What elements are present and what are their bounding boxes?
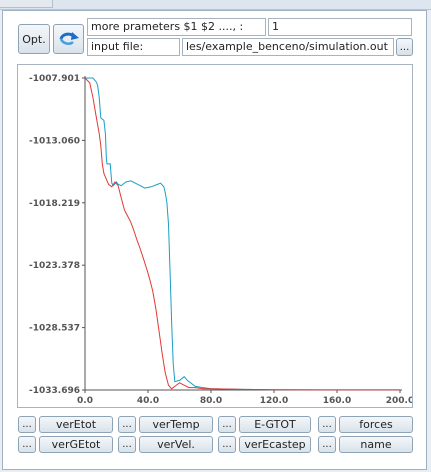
more-options-button[interactable]: ...: [118, 416, 136, 433]
y-tick-label: -1018.219: [29, 199, 80, 209]
name-button[interactable]: name: [339, 436, 413, 453]
forces-button[interactable]: forces: [339, 416, 413, 433]
series-line-1: [85, 77, 400, 391]
more-options-button[interactable]: ...: [218, 416, 236, 433]
input-file-label: input file:: [87, 38, 180, 56]
more-options-button[interactable]: ...: [318, 436, 336, 453]
refresh-button[interactable]: [53, 24, 84, 54]
vergetot-button[interactable]: verGEtot: [39, 436, 113, 453]
series-line-2: [84, 77, 400, 391]
y-tick-label: -1028.537: [29, 324, 80, 334]
x-tick-label: 160.0: [323, 396, 351, 406]
more-options-button[interactable]: ...: [18, 436, 36, 453]
energy-chart: -1007.901 -1013.060 -1018.219 -1023.378 -102…: [17, 64, 414, 408]
more-options-button[interactable]: ...: [218, 436, 236, 453]
more-options-button[interactable]: ...: [318, 416, 336, 433]
vervel--button[interactable]: verVel.: [139, 436, 213, 453]
refresh-arrow-icon: [59, 32, 79, 45]
more-options-button[interactable]: ...: [118, 436, 136, 453]
e-gtot-button[interactable]: E-GTOT: [239, 416, 311, 433]
input-file-path[interactable]: les/example_benceno/simulation.out: [182, 38, 394, 56]
y-tick-label: -1013.060: [29, 136, 80, 146]
browse-file-button[interactable]: ...: [396, 38, 413, 56]
window-tab: [0, 0, 53, 8]
y-tick-label: -1023.378: [29, 261, 80, 271]
chart-svg: -1007.901 -1013.060 -1018.219 -1023.378 -102…: [29, 74, 414, 406]
veretot-button[interactable]: verEtot: [39, 416, 113, 433]
x-tick-label: 200.0: [386, 396, 412, 406]
x-tick-label: 0.0: [77, 396, 93, 406]
more-options-button[interactable]: ...: [18, 416, 36, 433]
parameters-label: more prameters $1 $2 ...., :: [87, 18, 266, 36]
window-top-strip: [0, 0, 431, 10]
verecastep-button[interactable]: verEcastep: [239, 436, 311, 453]
y-tick-label: -1033.696: [29, 386, 80, 396]
x-tick-label: 80.0: [200, 396, 222, 406]
options-button[interactable]: Opt.: [18, 24, 50, 54]
parameters-input[interactable]: 1: [268, 18, 412, 36]
x-tick-label: 40.0: [137, 396, 159, 406]
y-tick-label: -1007.901: [29, 74, 80, 84]
vertemp-button[interactable]: verTemp: [139, 416, 213, 433]
x-tick-label: 120.0: [260, 396, 288, 406]
